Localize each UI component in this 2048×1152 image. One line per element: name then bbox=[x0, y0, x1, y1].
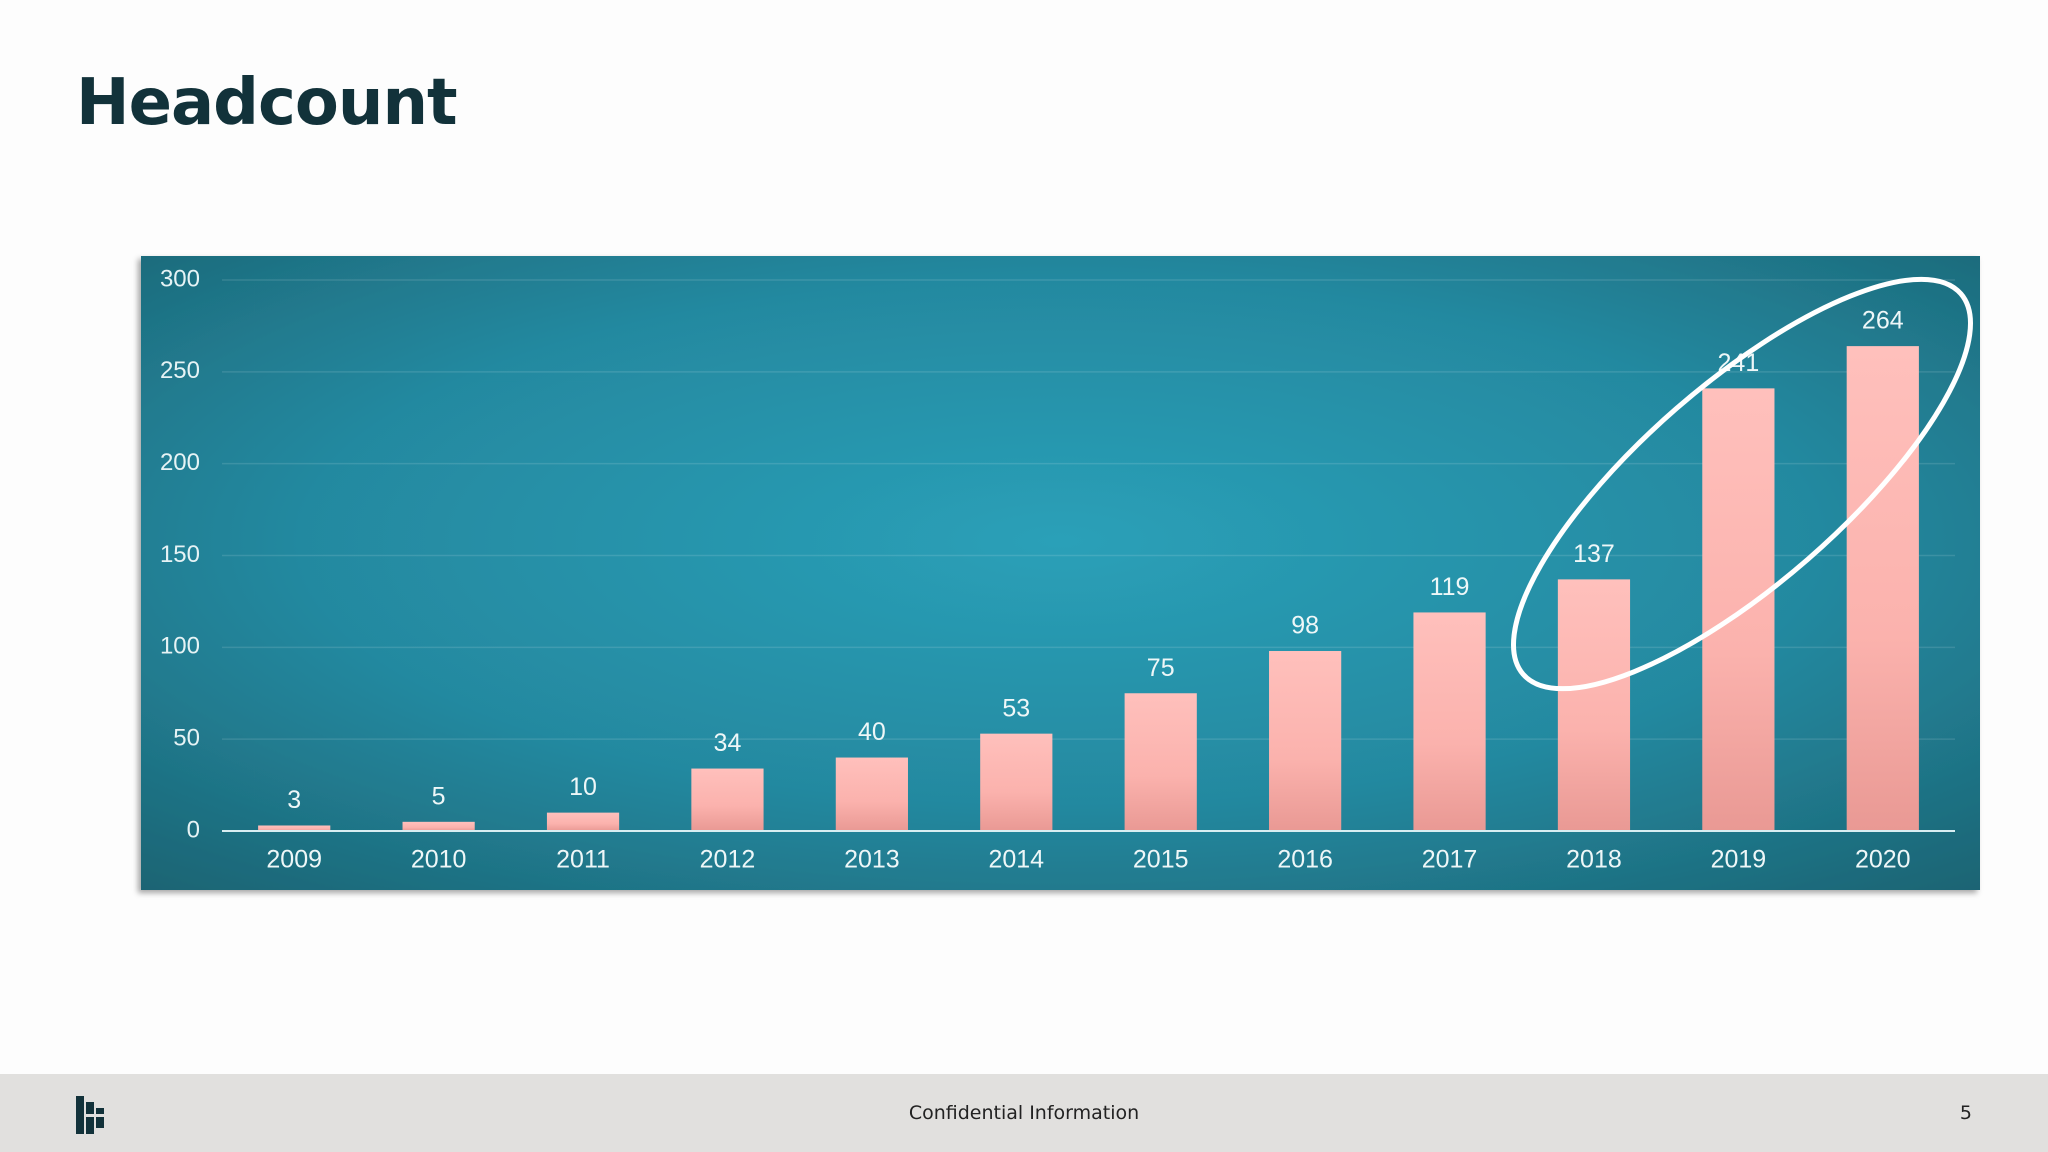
bar bbox=[980, 733, 1053, 831]
bar bbox=[402, 821, 475, 831]
footer: Confidential Information 5 bbox=[0, 1074, 2048, 1152]
y-tick-label: 300 bbox=[160, 265, 200, 292]
bar bbox=[1557, 579, 1631, 831]
bar bbox=[691, 768, 764, 831]
x-tick-label: 2010 bbox=[411, 846, 467, 874]
bar bbox=[546, 812, 620, 831]
data-label: 53 bbox=[1002, 694, 1030, 722]
y-tick-label: 100 bbox=[160, 633, 200, 660]
bar bbox=[1124, 693, 1197, 831]
logo bbox=[76, 1096, 104, 1134]
data-label: 264 bbox=[1862, 307, 1904, 335]
bar bbox=[1702, 388, 1775, 831]
x-tick-label: 2014 bbox=[988, 846, 1044, 874]
x-tick-label: 2017 bbox=[1422, 846, 1478, 874]
data-label: 119 bbox=[1430, 573, 1470, 601]
data-label: 3 bbox=[287, 786, 301, 814]
footer-text: Confidential Information bbox=[908, 1102, 1140, 1124]
bar bbox=[835, 757, 908, 831]
data-label: 75 bbox=[1147, 654, 1175, 682]
x-tick-label: 2015 bbox=[1133, 846, 1189, 874]
data-label: 137 bbox=[1573, 540, 1615, 568]
bar bbox=[1269, 651, 1342, 831]
x-tick-label: 2009 bbox=[266, 846, 322, 874]
chart-panel bbox=[141, 256, 1980, 890]
slide-title: Headcount bbox=[76, 66, 458, 140]
x-tick-label: 2020 bbox=[1855, 846, 1911, 874]
x-tick-label: 2012 bbox=[700, 846, 756, 874]
bar bbox=[258, 825, 331, 831]
data-label: 40 bbox=[858, 718, 886, 746]
x-tick-label: 2016 bbox=[1277, 846, 1333, 874]
data-label: 5 bbox=[432, 782, 446, 810]
data-label: 98 bbox=[1291, 612, 1319, 640]
y-tick-label: 150 bbox=[160, 541, 200, 568]
y-tick-label: 250 bbox=[160, 357, 200, 384]
y-tick-label: 200 bbox=[160, 449, 200, 476]
bar bbox=[1413, 612, 1486, 831]
y-tick-label: 0 bbox=[187, 816, 200, 843]
highlight-ellipse bbox=[1511, 276, 1973, 692]
data-label: 34 bbox=[714, 729, 742, 757]
bar bbox=[1846, 346, 1919, 831]
x-tick-label: 2011 bbox=[556, 846, 610, 874]
x-tick-label: 2013 bbox=[844, 846, 900, 874]
y-tick-label: 50 bbox=[173, 725, 200, 752]
x-tick-label: 2019 bbox=[1711, 846, 1767, 874]
data-label: 10 bbox=[569, 773, 597, 801]
x-tick-label: 2018 bbox=[1566, 846, 1622, 874]
page-number: 5 bbox=[1959, 1102, 1972, 1124]
